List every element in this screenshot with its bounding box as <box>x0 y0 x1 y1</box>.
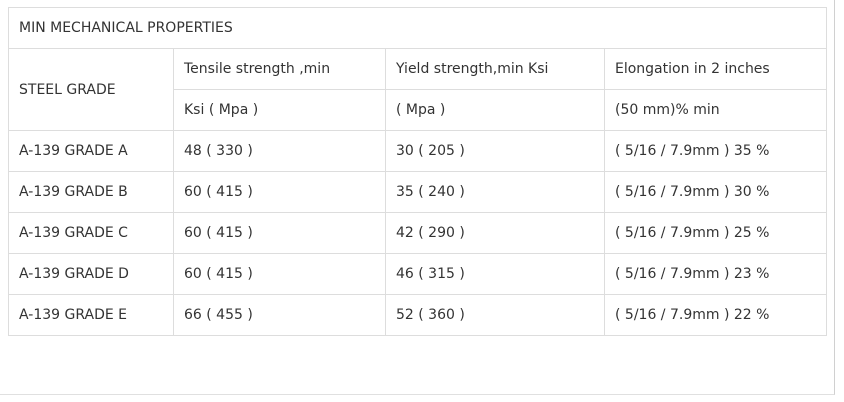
data-row: A-139 GRADE D 60 ( 415 ) 46 ( 315 )( 5/16 … <box>8 253 827 295</box>
table-body: MIN MECHANICAL PROPERTIES STEEL GRADE Ten… <box>8 7 827 336</box>
cell: ( 5/16 / 7.9mm ) 25 % <box>604 212 827 254</box>
data-row: A-139 GRADE B 60 ( 415 ) 35 ( 240 )( 5/16 … <box>8 171 827 213</box>
data-row: A-139 GRADE A 48 ( 330 ) 30 ( 205 )( 5/16 … <box>8 130 827 172</box>
cell: 66 ( 455 ) <box>173 294 386 336</box>
title-row: MIN MECHANICAL PROPERTIES <box>8 7 827 49</box>
cell: 60 ( 415 ) <box>173 212 386 254</box>
cell: 60 ( 415 ) <box>173 171 386 213</box>
frame <box>0 0 835 395</box>
cell: ( 5/16 / 7.9mm ) 35 % <box>604 130 827 172</box>
cell: A-139 GRADE D <box>8 253 174 295</box>
table-title: MIN MECHANICAL PROPERTIES <box>8 7 827 49</box>
cell: A-139 GRADE B <box>8 171 174 213</box>
header-cell: Tensile strength ,min <box>173 48 386 90</box>
cell: 48 ( 330 ) <box>173 130 386 172</box>
header-cell: STEEL GRADE <box>8 48 174 131</box>
cell: A-139 GRADE A <box>8 130 174 172</box>
data-row: A-139 GRADE C 60 ( 415 ) 42 ( 290 )( 5/16 … <box>8 212 827 254</box>
cell: A-139 GRADE C <box>8 212 174 254</box>
cell: 52 ( 360 ) <box>385 294 605 336</box>
data-row: A-139 GRADE E 66 ( 455 ) 52 ( 360 )( 5/16 … <box>8 294 827 336</box>
cell: 42 ( 290 ) <box>385 212 605 254</box>
cell: 60 ( 415 ) <box>173 253 386 295</box>
header-row: STEEL GRADE Tensile strength ,min Yield st… <box>8 48 827 131</box>
cell: 35 ( 240 ) <box>385 171 605 213</box>
cell: 46 ( 315 ) <box>385 253 605 295</box>
cell: ( 5/16 / 7.9mm ) 30 % <box>604 171 827 213</box>
header-cell: (50 mm)% min <box>604 89 827 131</box>
properties-table: MIN MECHANICAL PROPERTIES STEEL GRADE Ten… <box>8 7 827 336</box>
header-cell: Yield strength,min Ksi <box>385 48 605 90</box>
header-cell: Ksi ( Mpa ) <box>173 89 386 131</box>
cell: 30 ( 205 ) <box>385 130 605 172</box>
cell: A-139 GRADE E <box>8 294 174 336</box>
header-cell: ( Mpa ) <box>385 89 605 131</box>
header-cell: Elongation in 2 inches <box>604 48 827 90</box>
cell: ( 5/16 / 7.9mm ) 22 % <box>604 294 827 336</box>
cell: ( 5/16 / 7.9mm ) 23 % <box>604 253 827 295</box>
